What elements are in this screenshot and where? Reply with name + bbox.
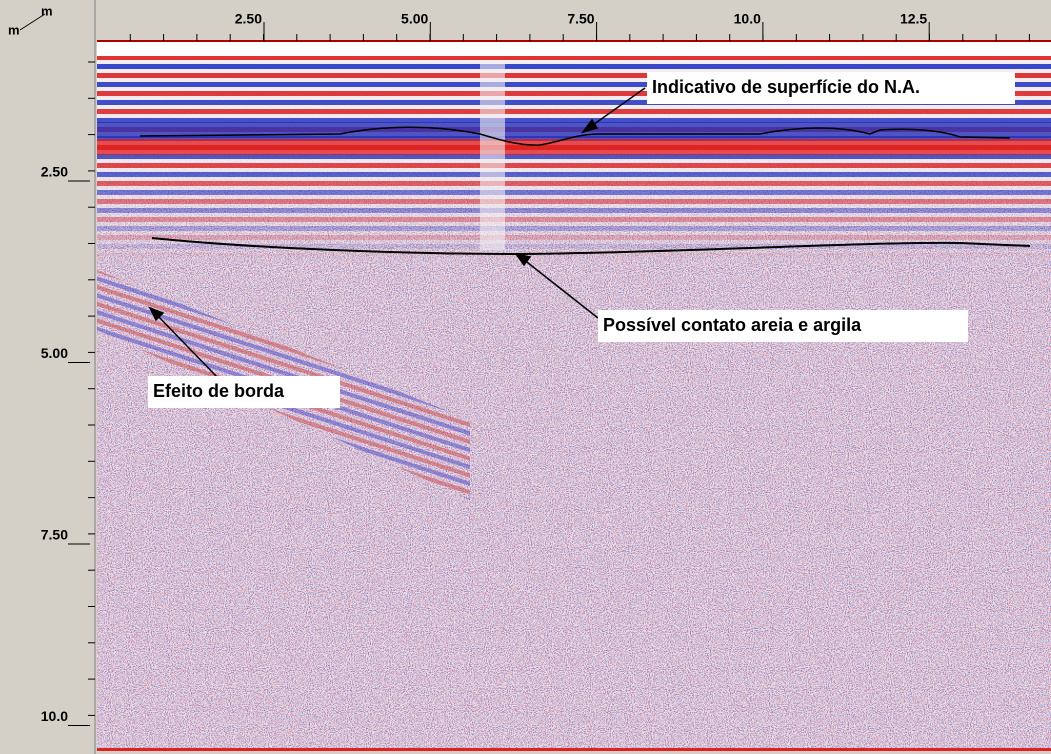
x-tick-label: 10.0 [734,11,761,27]
bottom-line [97,748,1051,751]
annotation: Efeito de borda [153,381,285,401]
water-table-line [139,126,1011,146]
x-tick-label: 5.00 [401,11,428,27]
reflector-red [97,139,1051,155]
y-unit: m [8,22,20,37]
top-ruler [0,0,1051,42]
annotation: Indicativo de superfície do N.A. [652,77,920,97]
annotation: Possível contato areia e argila [603,315,862,335]
y-tick-label: 7.50 [41,527,68,543]
disturbance [480,60,505,250]
y-tick-label: 5.00 [41,345,68,361]
top-band [97,42,1051,56]
y-tick-label: 10.0 [41,708,68,724]
contact-line [151,237,1031,256]
x-unit: m [41,3,53,18]
x-tick-label: 2.50 [235,11,262,27]
y-tick-label: 2.50 [41,164,68,180]
x-tick-label: 7.50 [567,11,594,27]
left-ruler [0,0,95,754]
x-tick-label: 12.5 [900,11,927,27]
